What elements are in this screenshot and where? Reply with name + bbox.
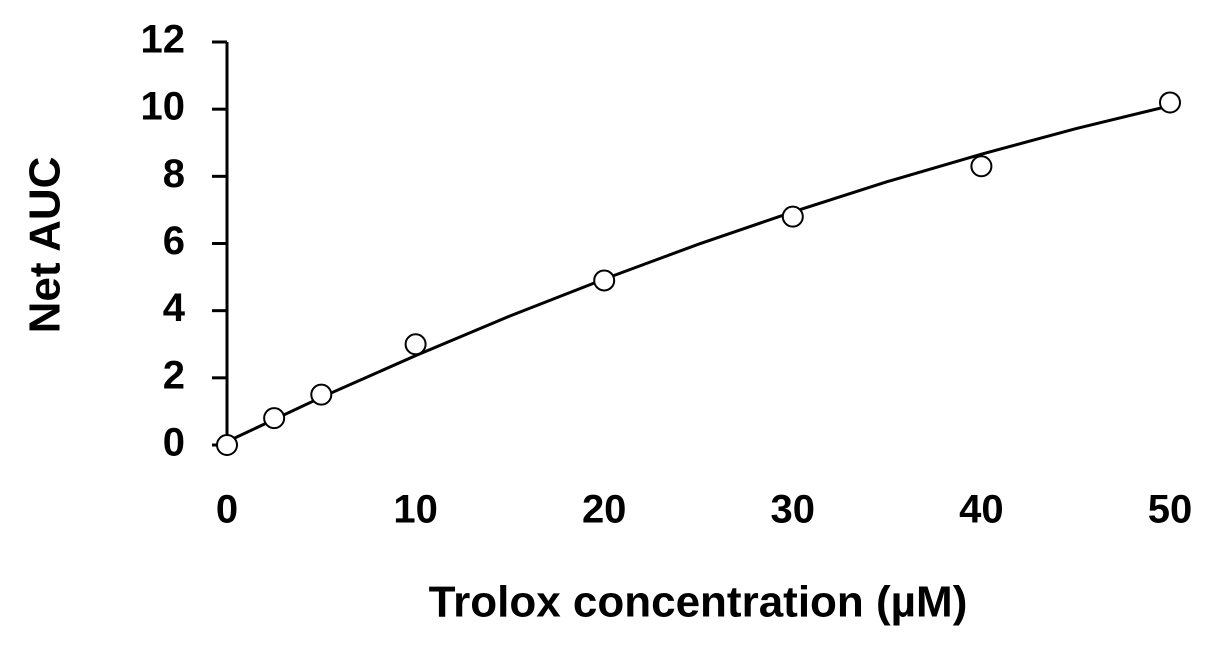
x-tick-label: 20 [582, 488, 627, 532]
y-tick-label: 4 [163, 286, 186, 330]
y-tick-label: 8 [163, 152, 185, 196]
data-point [263, 407, 286, 430]
data-point [781, 205, 804, 228]
y-axis-title: Net AUC [21, 157, 70, 334]
x-tick-label: 10 [393, 488, 438, 532]
y-tick-label: 12 [141, 18, 186, 62]
data-point [593, 269, 616, 292]
y-tick-label: 10 [141, 85, 186, 129]
x-tick-label: 50 [1148, 488, 1193, 532]
fit-line [226, 104, 1171, 443]
data-point [404, 333, 427, 356]
x-tick-label: 40 [959, 488, 1004, 532]
x-tick-label: 0 [216, 488, 238, 532]
y-tick-label: 6 [163, 219, 185, 263]
y-tick-label: 2 [163, 353, 185, 397]
y-tick-label: 0 [163, 421, 185, 465]
data-point [1159, 91, 1181, 114]
x-axis-title: Trolox concentration (µM) [429, 578, 968, 627]
data-point [310, 383, 333, 406]
data-point [216, 434, 238, 456]
x-tick-label: 30 [771, 488, 816, 532]
data-point [970, 155, 993, 178]
